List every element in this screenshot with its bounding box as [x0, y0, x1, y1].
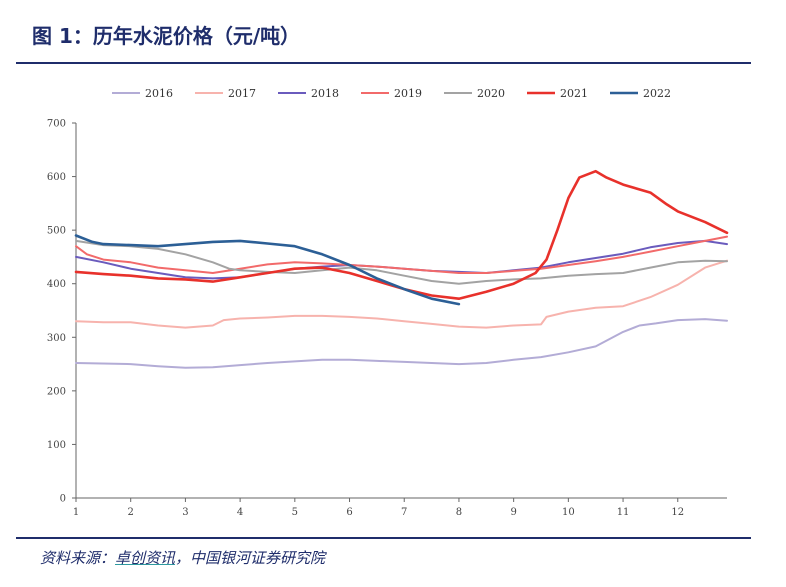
x-tick-label: 8 [456, 507, 462, 518]
y-tick-label: 0 [60, 494, 66, 505]
series-line-2022 [74, 234, 461, 306]
legend-label-2021: 2021 [560, 87, 588, 100]
x-tick-label: 10 [562, 507, 575, 518]
x-tick-label: 1 [73, 507, 79, 518]
legend-label-2019: 2019 [394, 87, 422, 100]
legend-label-2017: 2017 [228, 87, 256, 100]
x-tick-label: 4 [237, 507, 243, 518]
y-tick-label: 200 [47, 386, 66, 397]
y-tick-label: 500 [47, 226, 66, 237]
x-tick-label: 5 [292, 507, 298, 518]
y-tick-label: 100 [47, 440, 66, 451]
x-tick-label: 12 [671, 507, 684, 518]
source-note: 资料来源：卓创资讯，中国银河证券研究院 [40, 547, 325, 568]
legend-label-2020: 2020 [477, 87, 505, 100]
series-line-2019 [75, 235, 728, 274]
series-line-2021 [74, 169, 729, 300]
title-divider [16, 62, 751, 64]
source-prefix: 资料来源： [40, 549, 116, 567]
source-suffix: ，中国银河证券研究院 [175, 549, 326, 567]
y-tick-label: 700 [47, 119, 66, 130]
x-tick-label: 11 [617, 507, 630, 518]
legend-label-2016: 2016 [145, 87, 173, 100]
series-line-2016 [75, 318, 728, 369]
x-tick-label: 6 [346, 507, 352, 518]
x-tick-label: 9 [510, 507, 516, 518]
series-line-2017 [75, 259, 728, 329]
series-line-2020 [75, 239, 728, 285]
legend-label-2018: 2018 [311, 87, 339, 100]
source-link[interactable]: 卓创资讯 [115, 549, 176, 567]
y-tick-label: 300 [47, 333, 66, 344]
legend: 2016 2017 2018 2019 2020 2021 2022 [112, 87, 671, 100]
legend-label-2022: 2022 [643, 87, 671, 100]
source-divider [16, 537, 751, 539]
x-tick-label: 7 [401, 507, 407, 518]
figure-title: 图 1：历年水泥价格（元/吨） [32, 24, 301, 48]
x-tick-label: 3 [182, 507, 188, 518]
y-tick-label: 600 [47, 172, 66, 183]
y-tick-label: 400 [47, 279, 66, 290]
x-tick-label: 2 [128, 507, 134, 518]
